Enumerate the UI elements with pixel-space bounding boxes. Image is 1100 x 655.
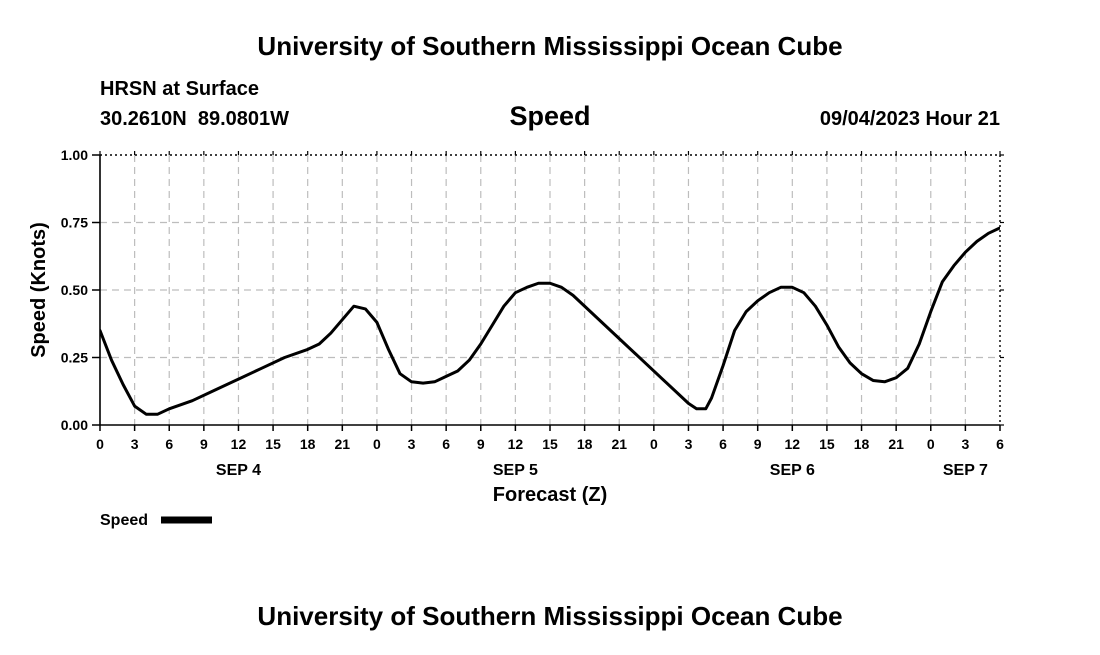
x-tick-label: 0 [373, 436, 381, 452]
y-axis-label: Speed (Knots) [28, 222, 50, 358]
x-tick-label: 6 [442, 436, 450, 452]
y-tick-labels: 0.00 0.25 0.50 0.75 1.00 [61, 147, 88, 433]
x-tick-label: 18 [854, 436, 870, 452]
x-tick-label: 6 [165, 436, 173, 452]
x-tick-label: 3 [685, 436, 693, 452]
x-tick-label: 15 [819, 436, 835, 452]
x-tick-label: 21 [611, 436, 627, 452]
x-tick-label: 21 [888, 436, 904, 452]
speed-series-line [100, 226, 1000, 416]
x-tick-label: 18 [577, 436, 593, 452]
x-axis-label: Forecast (Z) [493, 484, 607, 506]
x-tick-label: 3 [408, 436, 416, 452]
x-tick-label: 9 [477, 436, 485, 452]
x-tick-label: 15 [542, 436, 558, 452]
y-tick-label: 0.25 [61, 350, 88, 366]
date-label: SEP 4 [216, 462, 261, 479]
grid [100, 155, 1000, 425]
x-tick-label: 0 [96, 436, 104, 452]
x-tick-label: 3 [131, 436, 139, 452]
x-tick-label: 3 [961, 436, 969, 452]
footer-title: University of Southern Mississippi Ocean… [257, 601, 842, 631]
x-tick-label: 21 [335, 436, 351, 452]
x-tick-label: 12 [508, 436, 524, 452]
y-tick-label: 1.00 [61, 147, 88, 163]
date-label: SEP 5 [493, 462, 538, 479]
y-tick-label: 0.75 [61, 215, 88, 231]
legend-label: Speed [100, 512, 148, 529]
x-tick-label: 18 [300, 436, 316, 452]
legend: Speed [100, 512, 212, 529]
page-title: University of Southern Mississippi Ocean… [257, 31, 842, 61]
x-tick-label: 6 [996, 436, 1004, 452]
x-tick-label: 9 [754, 436, 762, 452]
x-tick-label: 12 [785, 436, 801, 452]
axes [92, 151, 1004, 431]
x-tick-label: 0 [927, 436, 935, 452]
date-label: SEP 6 [770, 462, 815, 479]
chart-title: Speed [509, 101, 590, 131]
x-tick-label: 0 [650, 436, 658, 452]
x-tick-label: 6 [719, 436, 727, 452]
y-tick-label: 0.50 [61, 282, 88, 298]
date-labels: SEP 4 SEP 5 SEP 6 SEP 7 [216, 462, 988, 479]
timestamp-label: 09/04/2023 Hour 21 [820, 108, 1000, 130]
series [100, 226, 1000, 416]
x-tick-label: 15 [265, 436, 281, 452]
station-label: HRSN at Surface [100, 78, 259, 100]
x-tick-label: 12 [231, 436, 247, 452]
date-label: SEP 7 [943, 462, 988, 479]
coordinates-label: 30.2610N 89.0801W [100, 108, 289, 130]
x-tick-label: 9 [200, 436, 208, 452]
y-tick-label: 0.00 [61, 417, 88, 433]
x-tick-labels: 0 3 6 9 12 15 18 21 0 3 6 9 12 15 18 21 0 3 6 9 12 15 18 21 0 3 6 [96, 436, 1004, 452]
